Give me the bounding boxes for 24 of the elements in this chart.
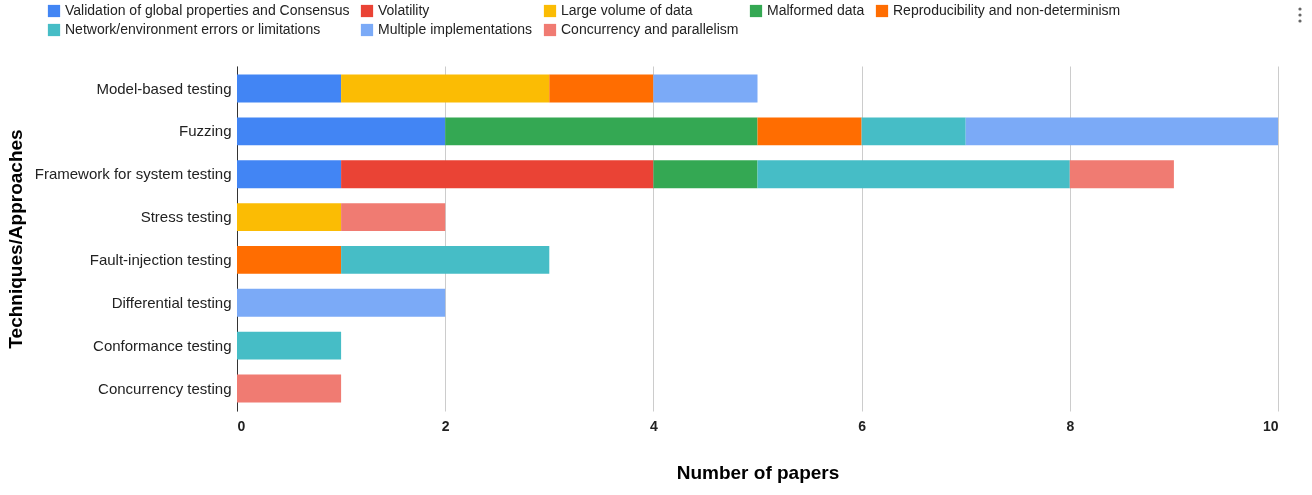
- y-tick-label: Fault-injection testing: [89, 250, 232, 268]
- y-tick-label: Concurrency testing: [98, 379, 232, 397]
- x-tick-label: 10: [1262, 417, 1279, 434]
- legend-label: Reproducibility and non-determinism: [893, 2, 1121, 18]
- y-tick-label: Stress testing: [140, 208, 232, 226]
- legend-label: Large volume of data: [561, 2, 693, 18]
- x-tick-label: 6: [858, 417, 867, 434]
- y-tick-label: Conformance testing: [93, 336, 232, 354]
- y-tick-label: Model-based testing: [96, 79, 232, 97]
- y-axis-title: Techniques/Approaches: [4, 129, 26, 349]
- legend-label: Validation of global properties and Consensus: [65, 2, 350, 18]
- x-axis-title: Number of papers: [676, 461, 840, 483]
- legend-label: Malformed data: [767, 2, 865, 18]
- legend-label: Concurrency and parallelism: [561, 21, 739, 37]
- y-tick-label: Framework for system testing: [34, 165, 232, 183]
- y-tick-label: Fuzzing: [178, 122, 232, 140]
- legend-label: Multiple implementations: [378, 21, 533, 37]
- legend-label: Volatility: [378, 2, 430, 18]
- x-tick-label: 2: [441, 417, 450, 434]
- legend-label: Network/environment errors or limitations: [65, 21, 321, 37]
- x-tick-label: 0: [237, 417, 246, 434]
- x-tick-label: 8: [1066, 417, 1075, 434]
- x-tick-label: 4: [650, 417, 658, 434]
- y-tick-label: Differential testing: [111, 293, 232, 311]
